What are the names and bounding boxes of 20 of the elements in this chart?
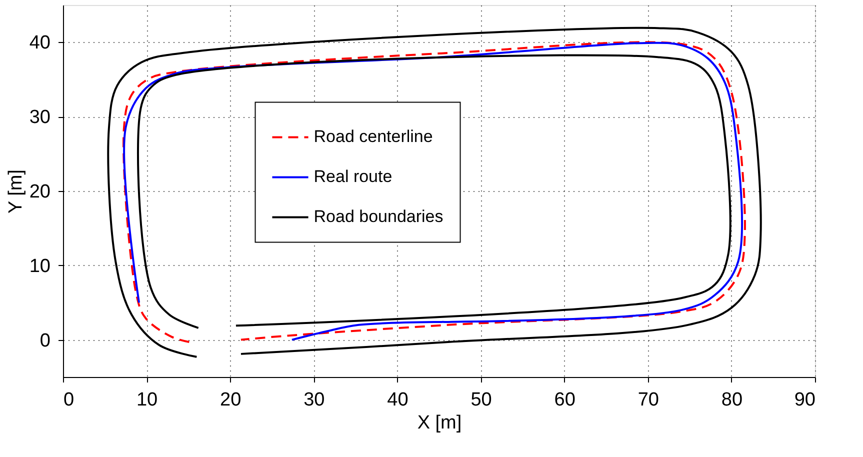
x-tick-label: 50 [470,390,492,410]
y-tick-label: 40 [29,32,50,54]
legend-label: Road centerline [314,127,433,146]
x-tick-label: 30 [304,390,325,410]
x-tick-label: 0 [64,390,74,410]
legend-label: Real route [314,167,392,186]
x-tick-label: 60 [554,390,576,410]
y-axis-title: Y [m] [5,170,26,214]
y-tick-label: 30 [29,107,50,128]
legend-label: Road boundaries [314,207,444,226]
x-tick-label: 80 [721,390,743,410]
y-tick-label: 0 [40,330,50,352]
y-tick-label: 10 [29,256,50,277]
x-tick-label: 10 [136,390,158,410]
x-tick-label: 90 [794,390,816,410]
x-axis-title: X [m] [417,412,462,434]
y-tick-label: 20 [29,182,50,202]
x-tick-label: 40 [387,390,408,410]
x-tick-label: 70 [638,390,659,410]
x-tick-label: 20 [220,390,242,410]
